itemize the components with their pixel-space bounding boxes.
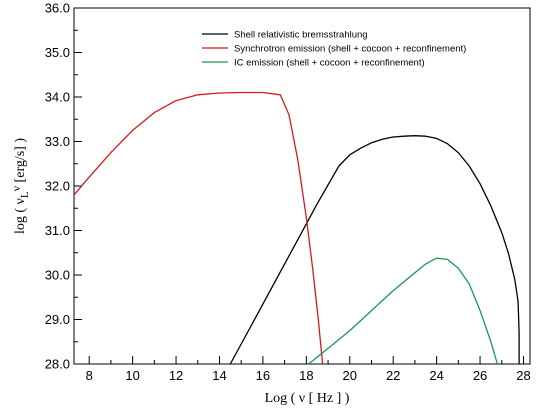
x-tick-label: 8 bbox=[86, 368, 93, 383]
series-line-3 bbox=[308, 257, 499, 365]
x-tick-label: 10 bbox=[125, 368, 139, 383]
y-tick-label: 30.0 bbox=[45, 268, 70, 283]
legend: Shell relativistic bremsstrahlung Synchro… bbox=[202, 30, 466, 69]
x-tick-label: 24 bbox=[429, 368, 443, 383]
y-axis-title-post: [erg/s] ) bbox=[13, 138, 28, 186]
y-tick-label: 31.0 bbox=[45, 223, 70, 238]
series-layer bbox=[73, 91, 520, 365]
y-axis-title-L: L bbox=[19, 191, 31, 198]
x-tick-label: 14 bbox=[212, 368, 226, 383]
y-axis-title-sub: ν bbox=[9, 185, 23, 191]
legend-label-3: IC emission (shell + cocoon + reconfinem… bbox=[234, 58, 425, 69]
legend-label-1: Shell relativistic bremsstrahlung bbox=[234, 30, 368, 41]
x-tick-label: 26 bbox=[473, 368, 487, 383]
y-tick-label: 33.0 bbox=[45, 134, 70, 149]
y-axis-ticks: 28.0 29.0 30.0 31.0 32.0 33.0 34.0 35.0 36.0 bbox=[45, 1, 82, 372]
y-axis-title-nu: ν bbox=[13, 198, 28, 204]
legend-label-2: Synchrotron emission (shell + cocoon + r… bbox=[234, 44, 466, 55]
y-axis-title-pre: log ( bbox=[13, 204, 28, 234]
x-tick-label: 22 bbox=[386, 368, 400, 383]
y-tick-label: 29.0 bbox=[45, 312, 70, 327]
y-tick-label: 34.0 bbox=[45, 90, 70, 105]
series-line-1 bbox=[229, 135, 520, 365]
x-tick-label: 20 bbox=[343, 368, 357, 383]
y-axis-title: log ( νLν [erg/s] ) bbox=[9, 138, 31, 234]
x-tick-label: 28 bbox=[516, 368, 530, 383]
x-tick-label: 16 bbox=[256, 368, 270, 383]
y-tick-label: 32.0 bbox=[45, 179, 70, 194]
x-axis-ticks: 8 10 12 14 16 18 20 22 24 26 28 bbox=[86, 356, 531, 383]
x-tick-label: 12 bbox=[169, 368, 183, 383]
y-tick-label: 36.0 bbox=[45, 1, 70, 16]
y-tick-label: 28.0 bbox=[45, 357, 70, 372]
y-tick-label: 35.0 bbox=[45, 45, 70, 60]
x-axis-title: Log ( ν [ Hz ] ) bbox=[265, 391, 350, 406]
x-tick-label: 18 bbox=[299, 368, 313, 383]
series-line-2 bbox=[73, 91, 324, 365]
